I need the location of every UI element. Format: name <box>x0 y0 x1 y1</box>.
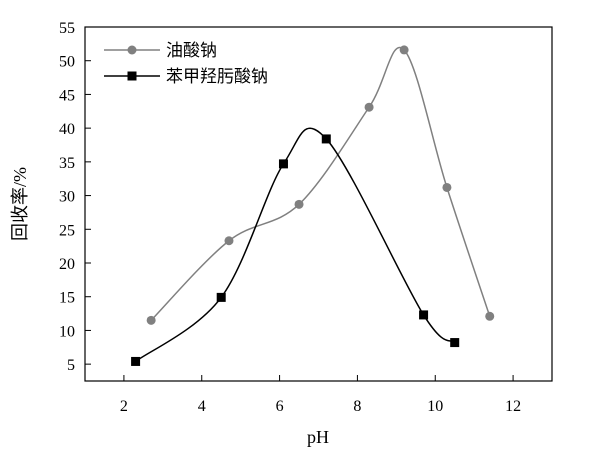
y-tick-label: 30 <box>59 189 75 206</box>
plot-frame <box>84 26 553 382</box>
y-tick-label: 50 <box>59 54 75 71</box>
y-tick-label: 10 <box>59 323 75 340</box>
x-tick-label: 6 <box>276 398 284 415</box>
series-1-point <box>364 102 374 112</box>
y-tick-label: 55 <box>59 20 75 37</box>
series-1-point <box>294 199 304 209</box>
series-1-point <box>399 45 409 55</box>
x-tick-label: 8 <box>353 398 361 415</box>
x-tick-label: 4 <box>198 398 206 415</box>
x-tick-label: 12 <box>505 398 521 415</box>
series-2-point <box>321 134 331 144</box>
series-2-point <box>278 159 288 169</box>
legend-label-series-1: 油酸钠 <box>166 41 217 61</box>
series-1-point <box>224 236 234 246</box>
x-tick-label: 2 <box>120 398 128 415</box>
series-1-point <box>146 315 156 325</box>
series-2-point <box>419 310 429 320</box>
legend-label-series-2: 苯甲羟肟酸钠 <box>166 67 268 87</box>
legend-marker-series-2 <box>127 71 137 81</box>
series-1-point <box>442 182 452 192</box>
x-axis-ticks: 2 4 6 8 10 12 <box>120 375 521 415</box>
y-tick-label: 25 <box>59 222 75 239</box>
y-tick-label: 45 <box>59 87 75 104</box>
legend-marker-series-1 <box>127 45 137 55</box>
series-1-point <box>485 311 495 321</box>
x-axis-label: pH <box>307 427 329 447</box>
y-axis-ticks: 5 10 15 20 25 30 35 40 45 50 55 <box>59 20 91 374</box>
series-2-point <box>450 338 460 348</box>
legend: 油酸钠 苯甲羟肟酸钠 <box>104 41 268 87</box>
y-tick-label: 35 <box>59 155 75 172</box>
y-axis-label: 回收率/% <box>10 167 30 241</box>
series-2-point <box>216 292 226 302</box>
series-2-point <box>131 356 141 366</box>
y-tick-label: 20 <box>59 256 75 273</box>
y-tick-label: 40 <box>59 121 75 138</box>
series-layer <box>131 45 495 366</box>
series-2-line <box>135 127 456 363</box>
y-tick-label: 15 <box>59 290 75 307</box>
series-1-line <box>150 46 491 321</box>
y-tick-label: 5 <box>67 357 75 374</box>
x-tick-label: 10 <box>427 398 443 415</box>
